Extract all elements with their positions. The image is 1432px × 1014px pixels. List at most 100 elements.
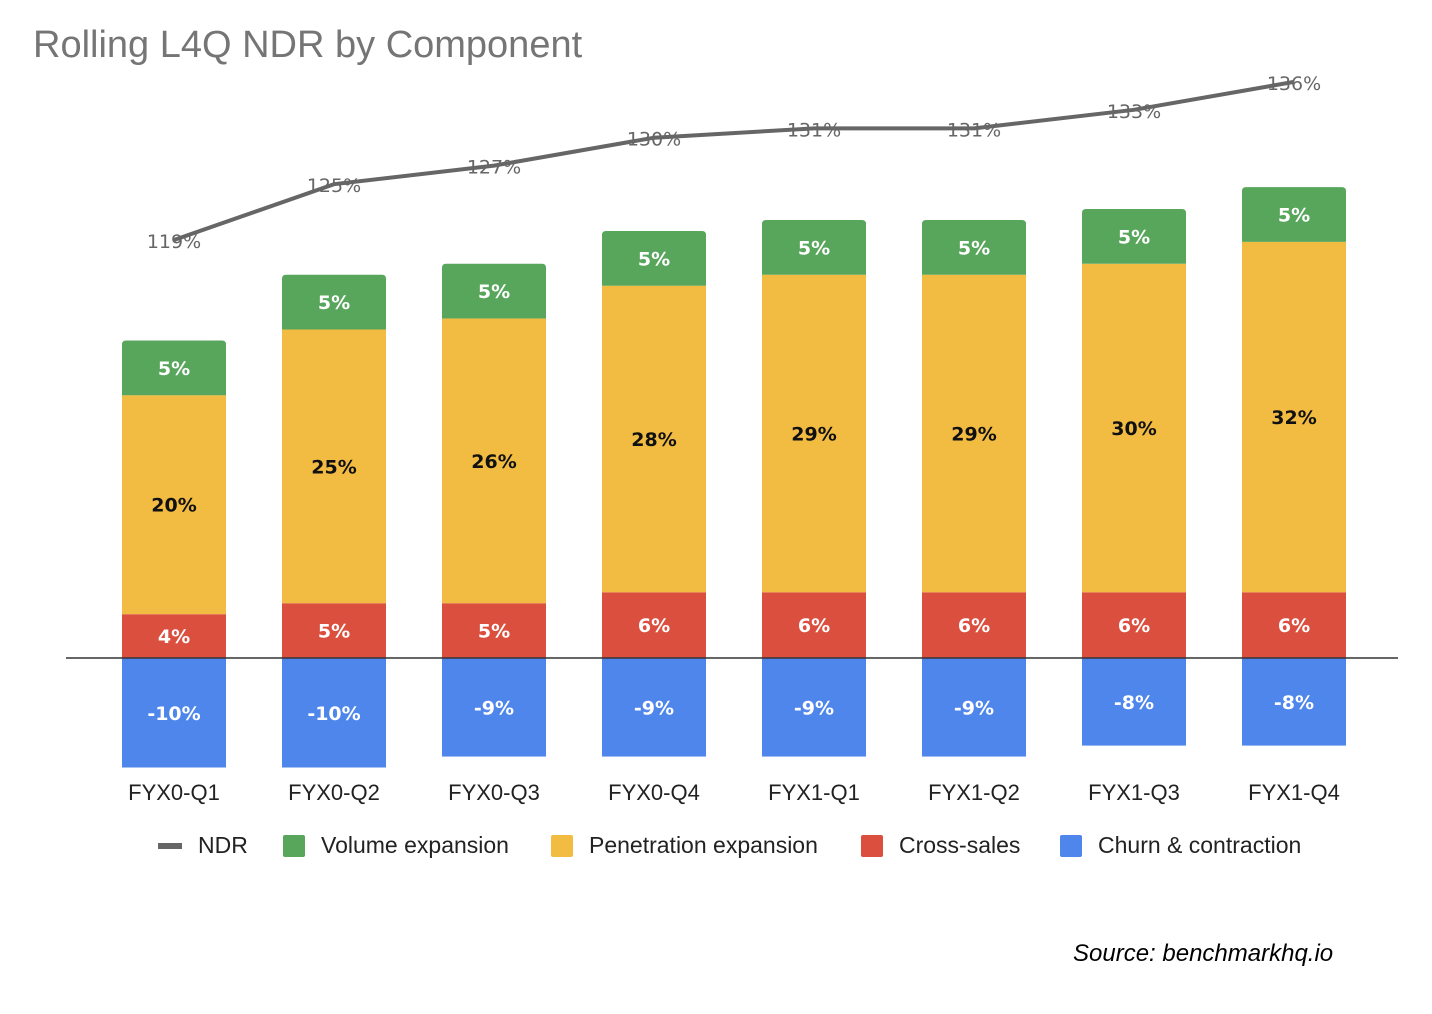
bar-segment-cross-sales	[1082, 592, 1186, 658]
x-tick-label: FYX1-Q4	[1248, 780, 1340, 805]
x-tick-label: FYX0-Q1	[128, 780, 220, 805]
x-tick-label: FYX1-Q2	[928, 780, 1020, 805]
data-label-cross-sales: 6%	[958, 615, 990, 637]
bar-segment-volume-expansion	[1242, 187, 1346, 242]
data-label-penetration-expansion: 30%	[1111, 418, 1156, 440]
bar-segment-churn-contraction	[122, 658, 226, 768]
legend-label: Penetration expansion	[589, 832, 818, 858]
data-label-volume-expansion: 5%	[318, 292, 350, 314]
data-label-churn-contraction: -9%	[794, 697, 834, 719]
data-label-churn-contraction: -10%	[307, 703, 360, 725]
bar-segment-penetration-expansion	[1082, 263, 1186, 593]
data-label-churn-contraction: -8%	[1114, 692, 1154, 714]
bar-segment-churn-contraction	[442, 658, 546, 757]
x-tick-label: FYX0-Q2	[288, 780, 380, 805]
x-tick-label: FYX0-Q4	[608, 780, 700, 805]
legend-swatch-penetration	[551, 834, 573, 857]
data-label-volume-expansion: 5%	[1118, 226, 1150, 248]
ndr-label: 133%	[1107, 101, 1161, 123]
bar-segment-penetration-expansion	[122, 395, 226, 615]
bar-segment-churn-contraction	[602, 658, 706, 757]
data-label-volume-expansion: 5%	[158, 358, 190, 380]
x-tick-label: FYX0-Q3	[448, 780, 540, 805]
data-label-volume-expansion: 5%	[1278, 205, 1310, 227]
data-label-cross-sales: 6%	[638, 615, 670, 637]
bar-segment-cross-sales	[762, 592, 866, 658]
data-label-cross-sales: 5%	[318, 621, 350, 643]
legend-label: NDR	[198, 832, 248, 858]
ndr-label: 131%	[787, 119, 841, 141]
data-label-volume-expansion: 5%	[798, 237, 830, 259]
bar-segment-cross-sales	[1242, 592, 1346, 658]
data-label-penetration-expansion: 25%	[311, 456, 356, 478]
ndr-line	[173, 79, 1295, 242]
legend-swatch-volume	[283, 834, 305, 857]
data-label-cross-sales: 6%	[798, 615, 830, 637]
bar-segment-volume-expansion	[602, 230, 706, 286]
legend-item-churn: Churn & contraction	[1060, 832, 1301, 859]
bar-segment-churn-contraction	[762, 658, 866, 757]
bar-segment-volume-expansion	[922, 220, 1026, 275]
chart-title: Rolling L4Q NDR by Component	[33, 24, 583, 66]
legend-label: Cross-sales	[899, 832, 1021, 858]
bar-segment-penetration-expansion	[922, 274, 1026, 593]
bar-segment-churn-contraction	[1082, 658, 1186, 746]
data-label-churn-contraction: -9%	[634, 697, 674, 719]
data-label-cross-sales: 4%	[158, 626, 190, 648]
legend-item-ndr: NDR	[158, 832, 248, 859]
bar-segment-cross-sales	[442, 603, 546, 658]
data-label-penetration-expansion: 32%	[1271, 407, 1316, 429]
bar-segment-cross-sales	[922, 592, 1026, 658]
bar-segment-penetration-expansion	[282, 329, 386, 604]
x-tick-label: FYX1-Q1	[768, 780, 860, 805]
ndr-label: 125%	[307, 175, 361, 197]
chart-plot: -10% 4% 20% 5% FYX0-Q1 -10% 5% 25% 5% FYX0-Q2 -9% 5…	[66, 73, 1398, 805]
legend-label: Volume expansion	[321, 832, 509, 858]
data-label-volume-expansion: 5%	[638, 248, 670, 270]
bar-segment-volume-expansion	[122, 340, 226, 396]
x-tick-label: FYX1-Q3	[1088, 780, 1180, 805]
bar-segment-volume-expansion	[442, 263, 546, 319]
data-label-penetration-expansion: 28%	[631, 429, 676, 451]
bar-segment-penetration-expansion	[762, 274, 866, 593]
ndr-label: 136%	[1267, 73, 1321, 95]
data-label-cross-sales: 6%	[1278, 615, 1310, 637]
data-label-penetration-expansion: 20%	[151, 495, 196, 517]
chart-legend: NDR Volume expansion Penetration expansi…	[0, 832, 1432, 862]
legend-swatch-ndr	[158, 842, 182, 849]
data-label-volume-expansion: 5%	[958, 237, 990, 259]
bar-segment-churn-contraction	[282, 658, 386, 768]
bar-segment-volume-expansion	[1082, 209, 1186, 264]
data-label-churn-contraction: -9%	[474, 697, 514, 719]
data-label-penetration-expansion: 29%	[951, 424, 996, 446]
data-label-churn-contraction: -8%	[1274, 692, 1314, 714]
ndr-label: 130%	[627, 129, 681, 151]
source-note: Source: benchmarkhq.io	[1073, 940, 1334, 967]
legend-item-penetration: Penetration expansion	[551, 832, 818, 859]
legend-swatch-cross-sales	[861, 834, 883, 857]
data-label-penetration-expansion: 29%	[791, 424, 836, 446]
legend-item-cross-sales: Cross-sales	[861, 832, 1020, 859]
data-label-penetration-expansion: 26%	[471, 451, 516, 473]
legend-item-volume: Volume expansion	[283, 832, 509, 859]
ndr-label: 131%	[947, 119, 1001, 141]
data-label-volume-expansion: 5%	[478, 281, 510, 303]
bar-segment-volume-expansion	[762, 220, 866, 275]
bar-segment-volume-expansion	[282, 274, 386, 330]
bar-segment-churn-contraction	[1242, 658, 1346, 746]
bar-segment-penetration-expansion	[602, 285, 706, 593]
ndr-label: 127%	[467, 157, 521, 179]
data-label-cross-sales: 6%	[1118, 615, 1150, 637]
bar-segment-churn-contraction	[922, 658, 1026, 757]
ndr-label: 119%	[147, 231, 201, 253]
bar-segment-cross-sales	[282, 603, 386, 658]
bar-segment-cross-sales	[602, 592, 706, 658]
data-label-churn-contraction: -9%	[954, 697, 994, 719]
data-label-cross-sales: 5%	[478, 621, 510, 643]
bar-segment-cross-sales	[122, 614, 226, 658]
legend-swatch-churn	[1060, 834, 1082, 857]
data-label-churn-contraction: -10%	[147, 703, 200, 725]
bar-segment-penetration-expansion	[1242, 241, 1346, 593]
legend-label: Churn & contraction	[1098, 832, 1302, 858]
bar-segment-penetration-expansion	[442, 318, 546, 604]
